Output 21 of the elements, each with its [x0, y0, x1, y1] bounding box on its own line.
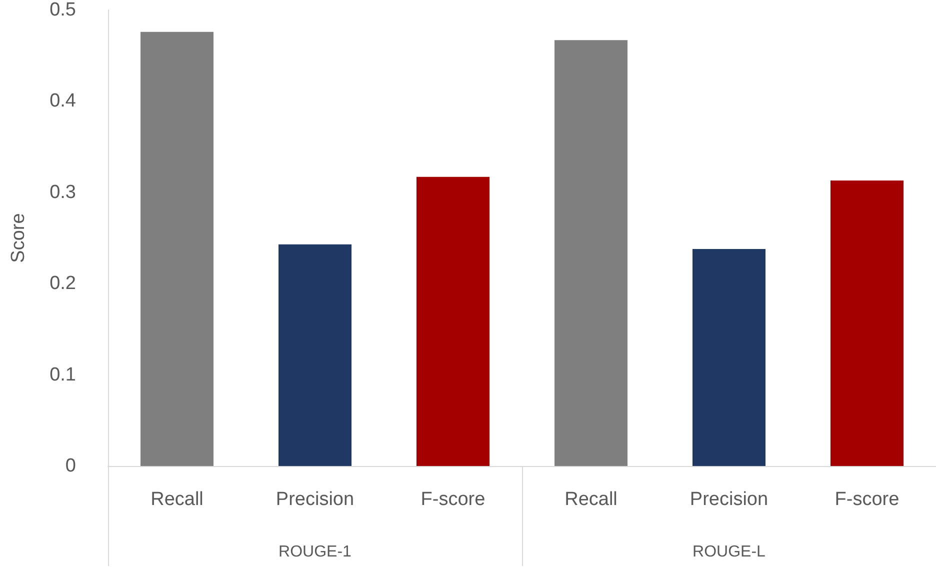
- y-tick-label: 0.5: [50, 0, 76, 20]
- x-tick-label: Recall: [564, 489, 618, 510]
- bar: [278, 244, 352, 466]
- x-tick-label: F-score: [420, 489, 486, 510]
- y-tick-label: 0.1: [50, 364, 76, 386]
- x-tick-label: Recall: [150, 489, 204, 510]
- bar: [830, 180, 904, 466]
- y-tick-label: 0.4: [50, 90, 76, 112]
- x-tick-label: Precision: [690, 489, 768, 510]
- x-tick-label: F-score: [834, 489, 900, 510]
- bar: [692, 248, 766, 466]
- y-tick-label: 0.3: [50, 182, 76, 203]
- x-tick-label: Precision: [276, 489, 354, 510]
- y-axis-title: Score: [8, 213, 29, 263]
- text: ROUGE-L: [692, 544, 766, 560]
- y-tick-label: 0.2: [50, 273, 76, 294]
- bar: [140, 32, 214, 466]
- bar: [416, 176, 490, 466]
- y-tick-label: 0: [65, 456, 76, 476]
- bar: [554, 40, 628, 466]
- text: ROUGE-1: [278, 544, 352, 560]
